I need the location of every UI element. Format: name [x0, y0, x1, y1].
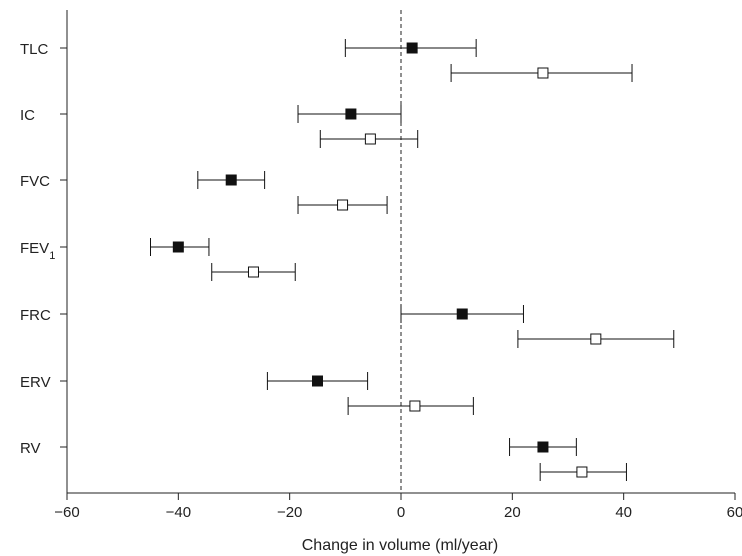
open-square-point — [364, 133, 376, 145]
open-square-point — [537, 67, 549, 79]
y-tick-label: IC — [20, 107, 35, 124]
filled-square-point — [312, 375, 323, 387]
y-tick-label: FVC — [20, 173, 50, 190]
open-square-point — [409, 400, 421, 412]
x-tick-label: −20 — [277, 504, 302, 521]
y-tick-label: TLC — [20, 41, 49, 58]
open-square-point — [337, 199, 349, 211]
filled-square-point — [345, 108, 357, 120]
filled-square-point — [537, 441, 549, 453]
filled-square-point — [406, 42, 418, 54]
filled-square-point — [225, 174, 237, 186]
y-tick-label: ERV — [20, 374, 51, 391]
open-square-point — [576, 466, 588, 478]
x-tick-label: 60 — [727, 504, 742, 521]
x-axis-title: Change in volume (ml/year) — [302, 537, 499, 554]
x-tick-label: 40 — [615, 504, 632, 521]
y-tick-label: FEV1 — [20, 240, 55, 262]
x-tick-label: 0 — [397, 504, 405, 521]
open-square-point — [590, 333, 602, 345]
y-tick-label: FRC — [20, 307, 51, 324]
x-tick-label: 20 — [504, 504, 521, 521]
open-square-point — [247, 266, 259, 278]
y-tick-label: RV — [20, 440, 41, 457]
filled-square-point — [172, 241, 184, 253]
filled-square-point — [456, 308, 468, 320]
x-tick-label: −40 — [166, 504, 191, 521]
x-tick-label: −60 — [54, 504, 79, 521]
